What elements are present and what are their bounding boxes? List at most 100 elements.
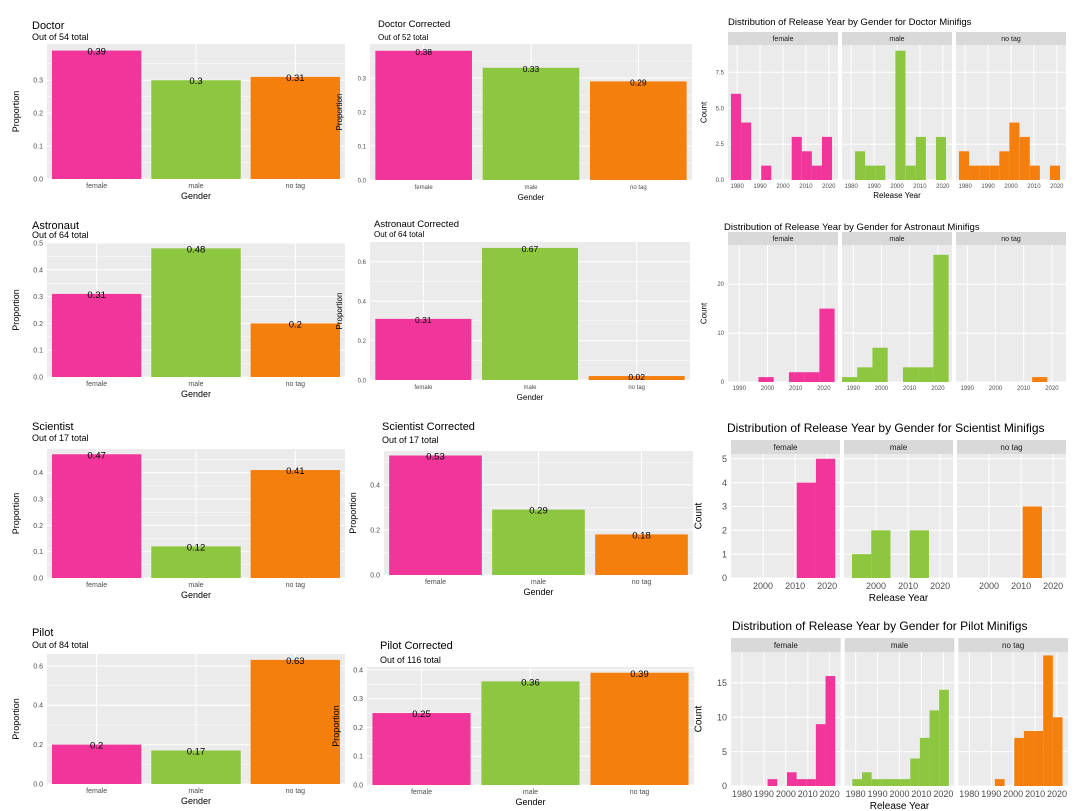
histogram-bar (761, 165, 772, 180)
y-tick-label: 10 (717, 331, 724, 337)
x-tick-label: 2010 (799, 184, 813, 190)
x-tick-label: no tag (286, 381, 306, 388)
chart-subtitle: Out of 52 total (378, 33, 428, 42)
x-tick-label: 2010 (798, 789, 818, 799)
x-tick-label: 2020 (817, 386, 831, 392)
histogram-bar (890, 779, 901, 786)
chart-title: Distribution of Release Year by Gender f… (727, 421, 1045, 435)
y-tick-label: 0.3 (353, 696, 363, 703)
x-tick-label: 2000 (753, 581, 773, 591)
histogram-bar (902, 367, 919, 382)
facet-label: no tag (1001, 236, 1021, 243)
histogram-bar (1029, 165, 1040, 180)
x-tick-label: 1990 (753, 184, 767, 190)
bar-no-tag (590, 81, 687, 180)
histogram-bar (935, 136, 947, 180)
histogram-bar (819, 308, 835, 382)
x-tick-label: 2020 (1045, 386, 1059, 392)
bar-female (372, 713, 471, 785)
histogram-bar (895, 50, 906, 180)
x-tick-label: 2020 (936, 184, 950, 190)
y-tick-label: 5 (722, 747, 727, 757)
x-tick-label: 2020 (930, 581, 950, 591)
y-tick-label: 0.4 (358, 300, 367, 306)
data-label: 0.67 (522, 244, 539, 254)
data-label: 0.25 (412, 709, 431, 720)
x-axis-title: Gender (518, 193, 545, 202)
x-tick-label: female (415, 185, 434, 191)
y-tick-label: 0.5 (33, 241, 43, 248)
data-label: 0.33 (523, 64, 540, 74)
chart-subtitle: Out of 54 total (32, 32, 89, 42)
facet-label: no tag (1002, 641, 1024, 650)
y-tick-label: 0.3 (33, 497, 43, 504)
histogram-bar (969, 165, 980, 180)
y-tick-label: 0.2 (33, 321, 43, 328)
facet-label: female (774, 641, 799, 650)
histogram-bar (825, 676, 836, 786)
x-tick-label: 2000 (776, 789, 796, 799)
y-axis-title: Proportion (11, 91, 21, 133)
y-tick-label: 0.0 (358, 379, 367, 385)
bar-chart-7: Scientist Corrected Out of 17 total 0.0 0.2… (348, 421, 693, 597)
x-tick-label: 2010 (785, 581, 805, 591)
histogram-bar (801, 151, 812, 180)
x-axis-title: Gender (515, 797, 545, 807)
y-axis-title: Proportion (331, 705, 341, 747)
bar-male (492, 509, 585, 575)
x-axis-title: Gender (181, 796, 211, 806)
histogram-bar (958, 151, 970, 180)
histogram-bar (758, 377, 774, 382)
x-tick-label: 1990 (867, 184, 881, 190)
bar-male (151, 750, 241, 784)
y-tick-label: 0.2 (33, 523, 43, 530)
chart-title: Doctor Corrected (378, 19, 450, 30)
histogram-bar (939, 689, 949, 786)
x-tick-label: male (523, 789, 538, 796)
bar-no-tag (595, 534, 688, 575)
x-axis-title: Release Year (869, 593, 929, 604)
data-label: 0.2 (289, 319, 302, 330)
x-tick-label: male (188, 381, 203, 388)
facet-strip (957, 440, 1066, 454)
y-tick-label: 3 (722, 502, 727, 512)
y-tick-label: 2.5 (716, 142, 725, 148)
data-label: 0.12 (187, 542, 206, 553)
histogram-8: Distribution of Release Year by Gender f… (694, 421, 1066, 604)
x-tick-label: 1980 (846, 789, 866, 799)
histogram-bar (929, 710, 940, 786)
facet-label: female (772, 236, 793, 243)
data-label: 0.17 (187, 747, 206, 758)
x-tick-label: 2010 (911, 789, 931, 799)
bar-female (51, 744, 142, 784)
histogram-bar (804, 372, 820, 382)
histogram-bar (989, 165, 1000, 180)
histogram-bar (852, 554, 872, 578)
y-axis-title: Proportion (335, 293, 344, 330)
data-label: 0.29 (630, 77, 647, 87)
histogram-bar (811, 165, 822, 180)
x-tick-label: 2020 (1047, 789, 1067, 799)
histogram-bar (910, 758, 920, 786)
histogram-bar (1023, 731, 1034, 786)
chart-subtitle: Out of 17 total (32, 433, 89, 443)
bar-male (482, 247, 578, 380)
facet-label: no tag (1000, 443, 1022, 452)
x-tick-label: 2020 (820, 789, 840, 799)
histogram-bar (1049, 165, 1061, 180)
histogram-bar (1014, 737, 1024, 786)
y-tick-label: 20 (717, 282, 724, 288)
y-axis-title: Proportion (11, 698, 21, 740)
y-axis-title: Count (694, 502, 705, 529)
x-tick-label: 1980 (959, 789, 979, 799)
x-tick-label: 2010 (1025, 789, 1045, 799)
y-axis-title: Count (699, 302, 708, 324)
x-tick-label: 1990 (981, 789, 1001, 799)
y-tick-label: 0.0 (353, 783, 363, 790)
bar-male (481, 681, 580, 785)
histogram-bar (815, 458, 836, 578)
y-tick-label: 0.2 (33, 742, 43, 749)
